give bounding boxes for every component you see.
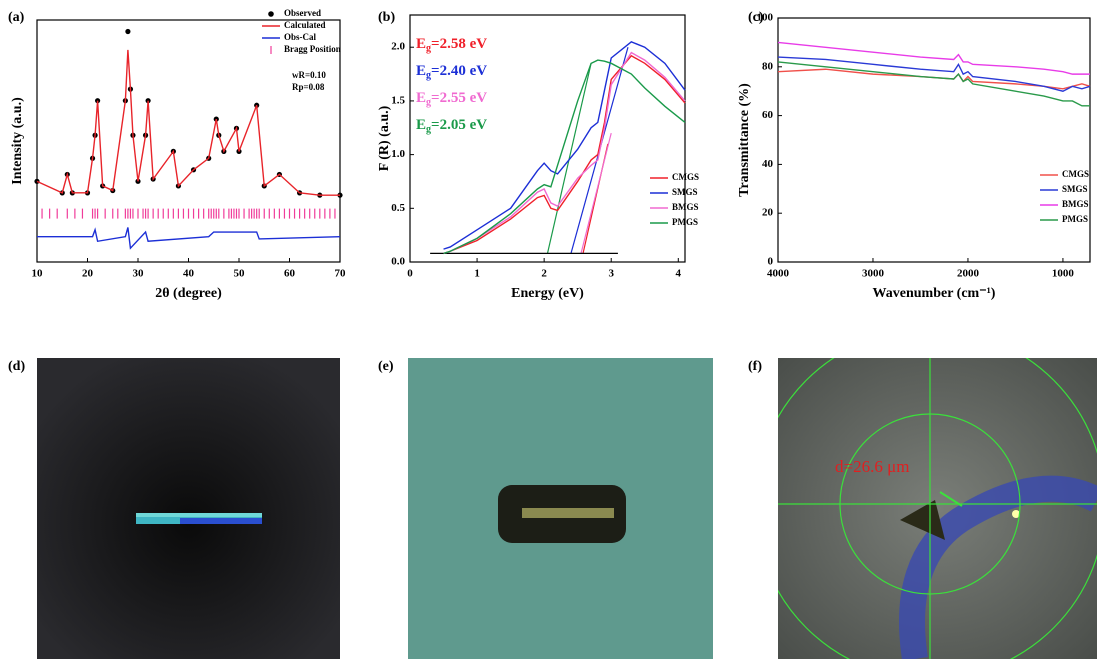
y-axis-label: F (R) (a.u.) (377, 105, 392, 171)
annotation: Eg=2.58 eV (416, 36, 487, 54)
y-axis-label: Transmittance (%) (737, 83, 752, 197)
data-point (125, 28, 131, 35)
photo-d (37, 358, 340, 659)
data-point (34, 178, 40, 184)
annotation-symbol: E (416, 63, 426, 79)
annotation: wR=0.10 (292, 70, 326, 80)
y-tick-label: 100 (757, 12, 774, 24)
x-tick-label: 2000 (957, 268, 980, 280)
legend-label: PMGS (1062, 214, 1088, 224)
annotation-symbol: E (416, 90, 426, 106)
panel-label: (d) (8, 359, 25, 374)
series-line (36, 49, 340, 196)
annotation-text: =2.05 eV (431, 117, 487, 133)
y-tick-label: 0.5 (391, 202, 405, 214)
y-tick-label: 80 (762, 60, 774, 72)
y-tick-label: 1.0 (391, 148, 405, 160)
annotation-text: =2.58 eV (431, 36, 487, 52)
x-tick-label: 4 (676, 268, 682, 280)
x-tick-label: 1000 (1052, 268, 1075, 280)
legend-label: PMGS (672, 217, 698, 227)
photo-f (778, 358, 1097, 659)
panel-label: (e) (378, 359, 394, 374)
plot-frame (777, 17, 1091, 263)
annotation: Eg=2.05 eV (416, 117, 487, 135)
plot-frame (409, 14, 686, 263)
x-axis-label: Wavenumber (cm⁻¹) (873, 286, 996, 301)
x-tick-label: 10 (32, 268, 44, 280)
series-line (443, 59, 686, 255)
legend-label: CMGS (1062, 169, 1089, 179)
series-line (443, 51, 686, 255)
legend-label: BMGS (1062, 199, 1089, 209)
series-line (777, 41, 1090, 75)
x-tick-label: 3000 (862, 268, 885, 280)
y-axis-label: Intensity (a.u.) (10, 97, 25, 185)
x-tick-label: 60 (284, 268, 296, 280)
annotation-text: =2.55 eV (431, 90, 487, 106)
x-tick-label: 30 (133, 268, 145, 280)
series-line (777, 61, 1090, 107)
annotation: Rp=0.08 (292, 82, 325, 92)
y-tick-label: 2.0 (391, 41, 405, 53)
annotation-subscript: g (426, 70, 431, 81)
legend-label: Calculated (284, 20, 326, 30)
x-tick-label: 2 (541, 268, 547, 280)
y-tick-label: 40 (762, 158, 774, 170)
y-tick-label: 60 (762, 109, 774, 121)
panel-label: (f) (748, 359, 762, 374)
x-tick-label: 70 (335, 268, 347, 280)
tangent-line (546, 63, 592, 254)
x-tick-label: 40 (183, 268, 195, 280)
series-line (777, 56, 1091, 92)
legend-label: SMGS (1062, 184, 1088, 194)
annotation-symbol: E (416, 117, 426, 133)
photo-e (408, 358, 713, 659)
panel-label: (a) (8, 10, 25, 25)
annotation: Eg=2.40 eV (416, 63, 487, 81)
legend-label: BMGS (672, 202, 699, 212)
legend-label: CMGS (672, 172, 699, 182)
annotation-subscript: g (426, 124, 431, 135)
tangent-line (580, 132, 612, 254)
legend-label: Observed (284, 8, 321, 18)
scale-annotation: d=26.6 μm (835, 457, 909, 476)
y-tick-label: 20 (762, 207, 774, 219)
series-line (777, 68, 1091, 90)
x-axis-label: 2θ (degree) (155, 286, 222, 301)
legend-label: SMGS (672, 187, 698, 197)
x-tick-label: 20 (82, 268, 94, 280)
panel-label: (b) (378, 10, 395, 25)
x-axis-label: Energy (eV) (511, 286, 584, 301)
annotation-subscript: g (426, 97, 431, 108)
legend-label: Bragg Position (284, 44, 341, 54)
legend-label: Obs-Cal (284, 32, 317, 42)
x-tick-label: 50 (234, 268, 246, 280)
annotation-subscript: g (426, 43, 431, 54)
plot-frame (36, 19, 341, 263)
x-tick-label: 1 (474, 268, 480, 280)
x-tick-label: 4000 (767, 268, 790, 280)
y-tick-label: 1.5 (391, 94, 405, 106)
annotation: Eg=2.55 eV (416, 90, 487, 108)
series-line (443, 54, 686, 255)
series-line (443, 41, 686, 250)
panel-label: (c) (748, 10, 764, 25)
y-tick-label: 0 (768, 256, 774, 268)
x-tick-label: 0 (407, 268, 413, 280)
x-tick-label: 3 (608, 268, 614, 280)
y-tick-label: 0.0 (391, 256, 405, 268)
annotation-symbol: E (416, 36, 426, 52)
legend-marker (268, 11, 274, 17)
annotation-text: =2.40 eV (431, 63, 487, 79)
series-line (37, 227, 341, 250)
